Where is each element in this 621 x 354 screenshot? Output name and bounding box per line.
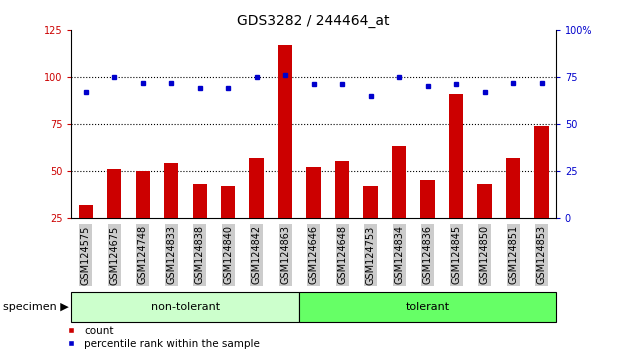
Text: specimen ▶: specimen ▶ — [3, 302, 69, 312]
Bar — [307, 167, 320, 265]
Bar — [107, 169, 121, 265]
Text: GSM124850: GSM124850 — [479, 225, 489, 285]
Text: GSM124753: GSM124753 — [366, 225, 376, 285]
Text: GSM124833: GSM124833 — [166, 225, 176, 284]
Text: GSM124851: GSM124851 — [508, 225, 518, 285]
Bar — [164, 163, 178, 265]
Text: GSM124853: GSM124853 — [537, 225, 546, 285]
Bar — [392, 147, 406, 265]
Text: GSM124838: GSM124838 — [194, 225, 205, 284]
Bar — [78, 205, 93, 265]
Bar — [135, 171, 150, 265]
Text: GSM124748: GSM124748 — [138, 225, 148, 285]
Bar — [478, 184, 492, 265]
Bar — [299, 292, 556, 322]
Text: GSM124863: GSM124863 — [280, 225, 290, 284]
Text: GSM124840: GSM124840 — [223, 225, 233, 284]
Text: GSM124646: GSM124646 — [309, 225, 319, 284]
Bar — [335, 161, 349, 265]
Text: GSM124836: GSM124836 — [422, 225, 433, 284]
Text: GSM124575: GSM124575 — [81, 225, 91, 285]
Bar — [71, 292, 299, 322]
Bar — [250, 158, 264, 265]
Text: tolerant: tolerant — [406, 302, 450, 312]
Text: GSM124675: GSM124675 — [109, 225, 119, 285]
Bar — [449, 94, 463, 265]
Title: GDS3282 / 244464_at: GDS3282 / 244464_at — [237, 14, 390, 28]
Bar — [535, 126, 549, 265]
Text: GSM124834: GSM124834 — [394, 225, 404, 284]
Text: non-tolerant: non-tolerant — [151, 302, 220, 312]
Legend: count, percentile rank within the sample: count, percentile rank within the sample — [67, 326, 260, 349]
Bar — [193, 184, 207, 265]
Bar — [420, 180, 435, 265]
Bar — [506, 158, 520, 265]
Bar — [363, 186, 378, 265]
Bar — [278, 45, 292, 265]
Bar — [221, 186, 235, 265]
Text: GSM124842: GSM124842 — [252, 225, 261, 285]
Text: GSM124845: GSM124845 — [451, 225, 461, 285]
Text: GSM124648: GSM124648 — [337, 225, 347, 284]
